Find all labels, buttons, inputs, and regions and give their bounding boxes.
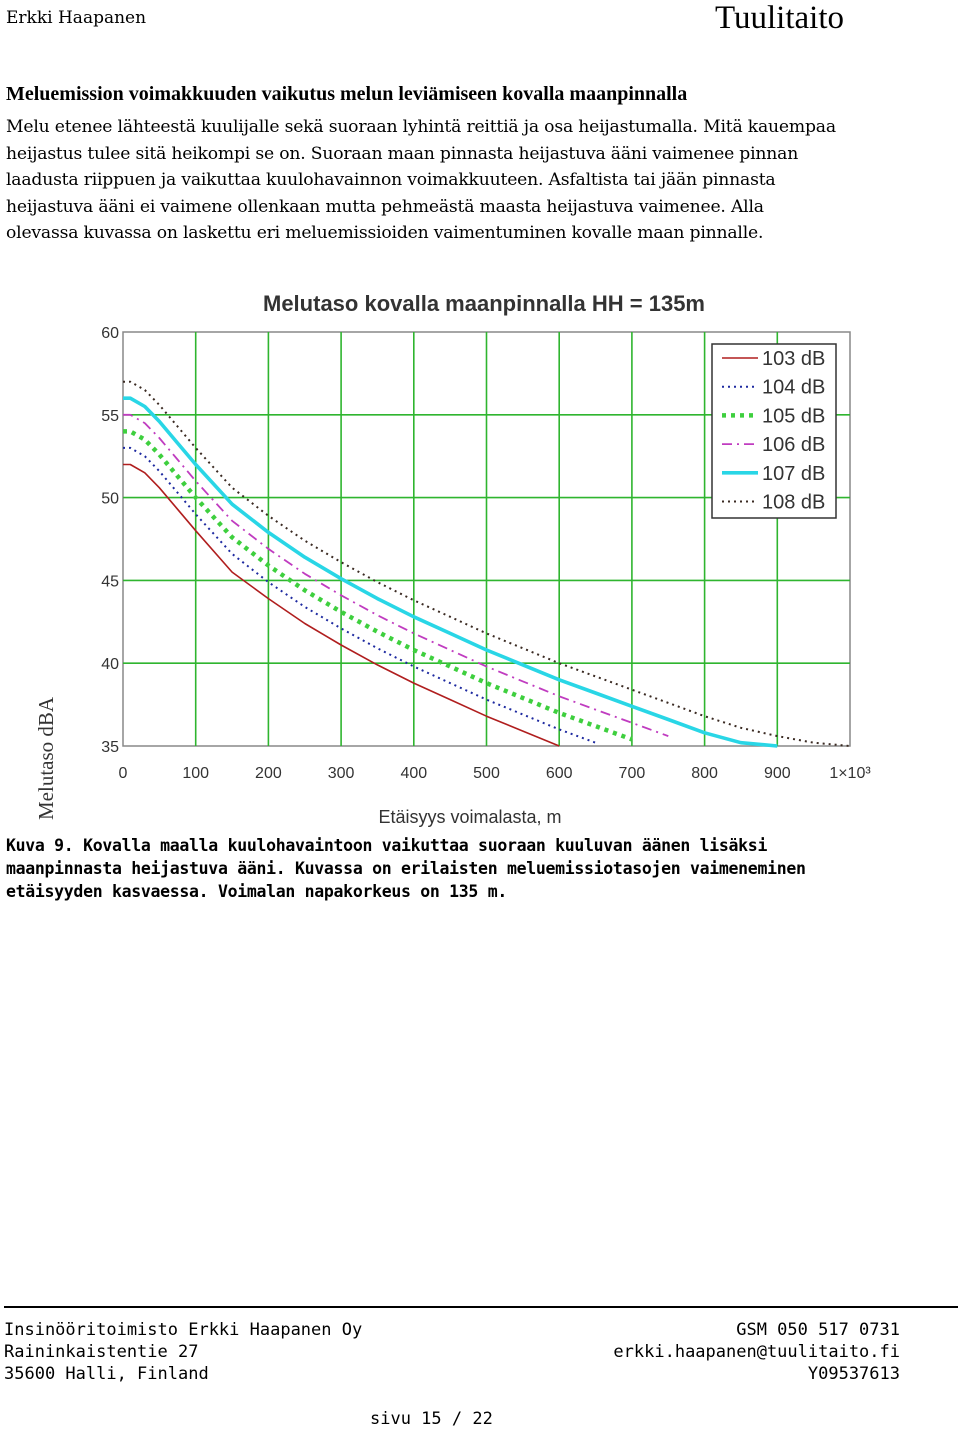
footer-street: Raininkaistentie 27 (4, 1342, 199, 1362)
x-tick-label: 800 (691, 765, 718, 782)
x-tick-label: 400 (400, 765, 427, 782)
paragraph-line: Melu etenee lähteestä kuulijalle sekä su… (6, 117, 836, 137)
x-tick-label: 500 (473, 765, 500, 782)
page-number: sivu 15 / 22 (370, 1409, 493, 1429)
x-tick-label: 100 (182, 765, 209, 782)
chart-ticks: 0 100 200 300 400 500 600 700 800 900 1×10³ 60 55 50 4… (101, 325, 871, 782)
chart-legend: 103 dB 104 dB 105 dB 106 dB 107 dB 108 dB (711, 343, 837, 519)
y-axis-label: Melutaso dBA (34, 696, 58, 820)
paragraph-line: olevassa kuvassa on laskettu eri meluemi… (6, 223, 764, 243)
legend-label: 107 dB (762, 463, 825, 485)
series-line (123, 429, 633, 742)
y-tick-label: 50 (101, 491, 119, 508)
x-axis-label: Etäisyys voimalasta, m (378, 807, 561, 827)
paragraph-line: heijastuva ääni ei vaimene ollenkaan mut… (6, 196, 764, 217)
footer-business-id: Y09537613 (807, 1364, 900, 1384)
noise-level-chart: Melutaso kovalla maanpinnalla HH = 135m … (34, 291, 871, 827)
caption-line: etäisyyden kasvaessa. Voimalan napakorke… (6, 882, 507, 901)
header-author: Erkki Haapanen (6, 8, 147, 28)
footer-phone: GSM 050 517 0731 (736, 1320, 900, 1340)
x-tick-label: 900 (764, 765, 791, 782)
legend-label: 105 dB (762, 405, 825, 427)
series-line (123, 463, 560, 747)
legend-box (711, 343, 837, 519)
paragraph-line: laadusta riippuen ja vaikuttaa kuulohava… (6, 170, 776, 190)
caption-line: maanpinnasta heijastuva ääni. Kuvassa on… (6, 859, 806, 878)
section-paragraph: Melu etenee lähteestä kuulijalle sekä su… (6, 114, 906, 247)
x-tick-label: 700 (619, 765, 646, 782)
section-heading: Meluemission voimakkuuden vaikutus melun… (6, 83, 688, 105)
legend-label: 108 dB (762, 492, 825, 514)
series-line (123, 413, 669, 737)
y-tick-label: 60 (101, 325, 119, 342)
chart-series (123, 380, 851, 748)
x-tick-label: 200 (255, 765, 282, 782)
caption-line: Kuva 9. Kovalla maalla kuulohavaintoon v… (6, 836, 768, 855)
footer-company: Insinööritoimisto Erkki Haapanen Oy (4, 1320, 363, 1340)
chart-title: Melutaso kovalla maanpinnalla HH = 135m (263, 291, 705, 316)
x-tick-label: 300 (328, 765, 355, 782)
y-tick-label: 55 (101, 408, 119, 425)
legend-label: 104 dB (762, 377, 825, 399)
legend-label: 103 dB (762, 348, 825, 370)
x-tick-label: 600 (546, 765, 573, 782)
y-tick-label: 45 (101, 573, 119, 590)
y-tick-label: 35 (101, 739, 119, 756)
footer-city: 35600 Halli, Finland (4, 1364, 209, 1384)
figure-caption: Kuva 9. Kovalla maalla kuulohavaintoon v… (6, 834, 806, 903)
footer-email: erkki.haapanen@tuulitaito.fi (613, 1342, 900, 1362)
x-tick-label: 0 (119, 765, 128, 782)
x-tick-label: 1×10³ (829, 765, 871, 782)
series-line (123, 446, 596, 744)
footer-divider (4, 1306, 958, 1308)
y-tick-label: 40 (101, 656, 119, 673)
paragraph-line: heijastus tulee sitä heikompi se on. Suo… (6, 143, 799, 164)
header-brand: Tuulitaito (715, 0, 844, 36)
series-line (123, 396, 778, 748)
legend-label: 106 dB (762, 434, 825, 456)
